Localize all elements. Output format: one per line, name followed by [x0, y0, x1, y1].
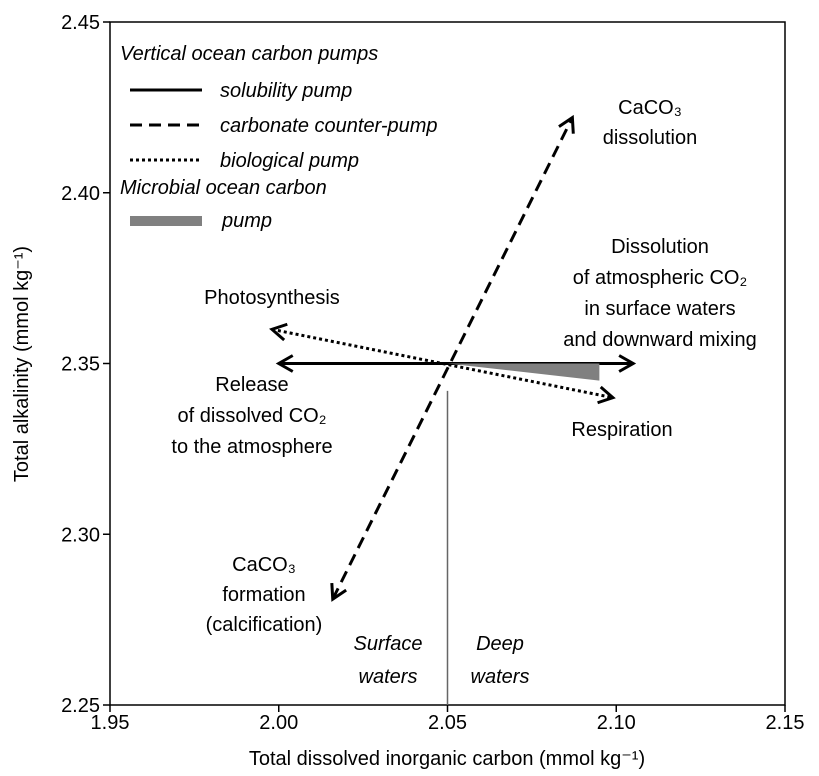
microbial-wedge [447, 363, 600, 381]
pump-arrow [269, 322, 616, 405]
annotation: Surface waters [354, 633, 423, 688]
annotation-line: waters [471, 666, 530, 688]
legend-title: Vertical ocean carbon pumps [120, 43, 378, 65]
annotation-line: dissolution [603, 127, 698, 149]
annotation-line: of atmospheric CO₂ [573, 267, 748, 289]
annotation-line: of dissolved CO₂ [178, 405, 327, 427]
annotation-line: to the atmosphere [171, 436, 332, 458]
x-tick-label: 2.10 [597, 712, 636, 734]
annotation: Deep waters [471, 633, 530, 688]
annotation-line: Surface [354, 633, 423, 655]
annotation-line: (calcification) [206, 614, 323, 636]
x-axis-label: Total dissolved inorganic carbon (mmol k… [249, 748, 645, 770]
y-tick-label: 2.35 [61, 354, 100, 376]
legend-label: solubility pump [220, 80, 352, 102]
legend-label: carbonate counter-pump [220, 115, 438, 137]
annotation-line: CaCO₃ [232, 554, 296, 576]
annotation-line: CaCO₃ [618, 97, 682, 119]
annotation-line: and downward mixing [563, 329, 756, 351]
annotation: Respiration [571, 419, 672, 441]
y-tick-label: 2.25 [61, 695, 100, 717]
y-tick-label: 2.40 [61, 183, 100, 205]
legend-label: biological pump [220, 150, 359, 172]
annotation-line: Deep [476, 633, 524, 655]
x-tick-label: 2.15 [766, 712, 805, 734]
legend-entry: Microbial ocean carbon pump [120, 177, 327, 232]
y-tick-label: 2.30 [61, 524, 100, 546]
x-tick-label: 2.05 [428, 712, 467, 734]
annotation-line: waters [359, 666, 418, 688]
annotation-line: in surface waters [584, 298, 735, 320]
annotation-line: Respiration [571, 419, 672, 441]
x-tick-label: 1.95 [91, 712, 130, 734]
y-axis-label: Total alkalinity (mmol kg⁻¹) [11, 246, 33, 482]
legend-label: Microbial ocean carbon pump [120, 177, 327, 232]
y-tick-label: 2.45 [61, 12, 100, 34]
x-tick-label: 2.00 [259, 712, 298, 734]
annotation-line: Dissolution [611, 236, 709, 258]
annotation-line: formation [222, 584, 305, 606]
annotation: Release of dissolved CO₂ to the atmosphere [171, 374, 332, 458]
annotation: Photosynthesis [204, 287, 340, 309]
annotation: CaCO₃ formation (calcification) [206, 554, 323, 636]
annotation-line: Release [215, 374, 288, 396]
annotation-line: Photosynthesis [204, 287, 340, 309]
annotation: Dissolution of atmospheric CO₂ in surface … [563, 236, 756, 351]
annotation: CaCO₃ dissolution [603, 97, 698, 149]
legend-swatch [130, 216, 202, 226]
